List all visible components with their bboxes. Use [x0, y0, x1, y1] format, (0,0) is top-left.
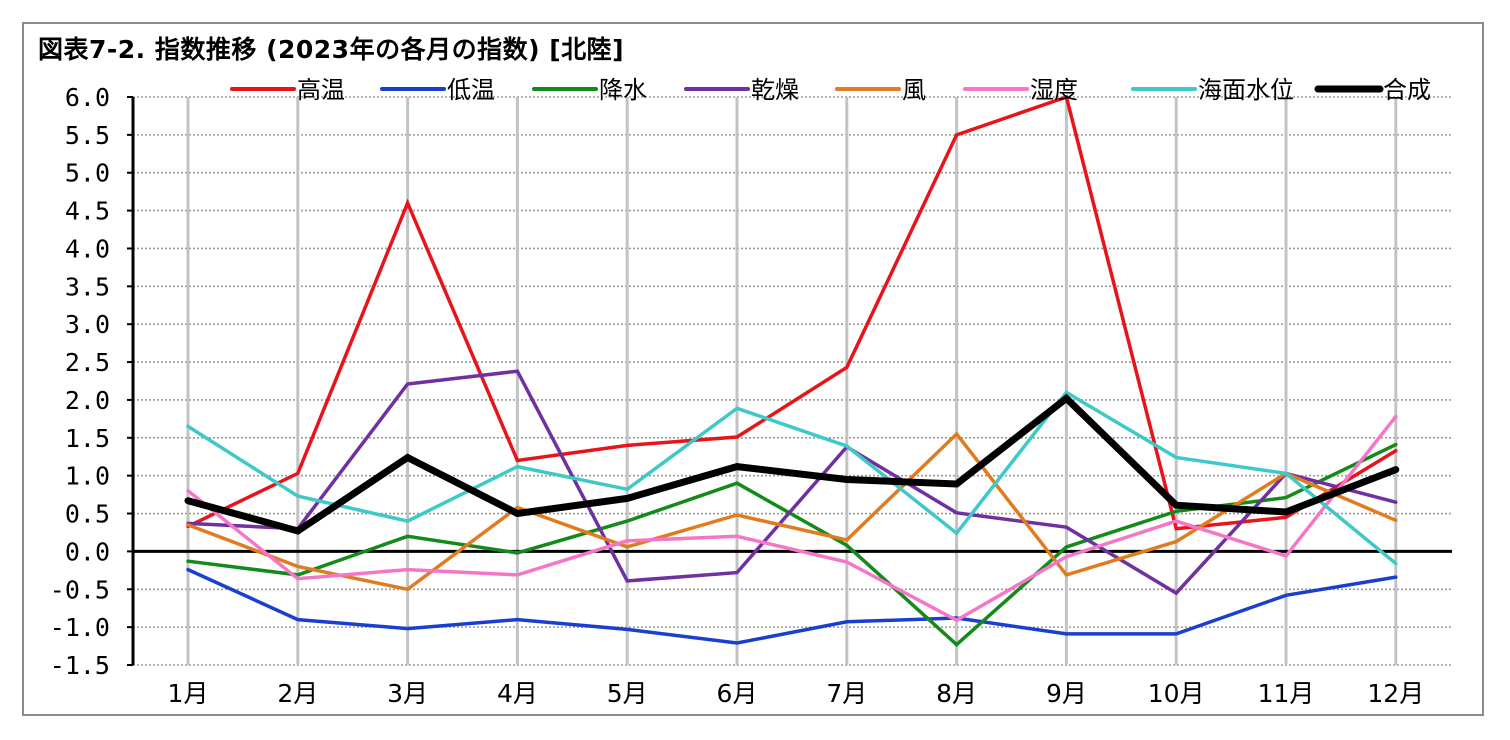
y-tick-label: -0.5: [50, 575, 110, 604]
y-tick-label: -1.5: [50, 651, 110, 680]
legend-label: 風: [902, 76, 926, 104]
legend-label: 低温: [447, 76, 495, 104]
legend-label: 乾燥: [751, 76, 799, 104]
x-tick-label: 4月: [497, 679, 538, 708]
x-tick-label: 6月: [717, 679, 758, 708]
y-tick-label: 0.0: [65, 537, 110, 566]
y-tick-label: 2.5: [65, 348, 110, 377]
x-tick-label: 5月: [607, 679, 648, 708]
y-tick-label: 5.0: [65, 159, 110, 188]
series-line-湿度: [186, 414, 1398, 623]
series-line-海面水位: [186, 390, 1398, 566]
y-tick-label: 2.0: [65, 386, 110, 415]
series-line-合成: [184, 393, 1400, 535]
legend-label: 高温: [297, 76, 345, 104]
series-line-風: [186, 431, 1398, 592]
y-tick-label: 3.0: [65, 310, 110, 339]
y-tick-label: -1.0: [50, 613, 110, 642]
y-tick-label: 0.5: [65, 500, 110, 529]
x-tick-label: 8月: [936, 679, 977, 708]
chart-frame: [22, 22, 1484, 716]
chart-title: 図表7-2. 指数推移 (2023年の各月の指数) [北陸]: [38, 35, 625, 64]
series-line-低温: [186, 567, 1398, 645]
x-tick-label: 7月: [826, 679, 867, 708]
x-tick-label: 9月: [1046, 679, 1087, 708]
y-tick-label: 3.5: [65, 272, 110, 301]
x-tick-label: 3月: [387, 679, 428, 708]
legend-label: 湿度: [1030, 76, 1078, 104]
y-tick-label: 1.0: [65, 462, 110, 491]
y-tick-label: 6.0: [65, 83, 110, 112]
series-line-乾燥: [186, 369, 1398, 596]
y-tick-label: 4.0: [65, 234, 110, 263]
x-tick-label: 10月: [1148, 679, 1205, 708]
legend-label: 海面水位: [1198, 76, 1294, 104]
y-tick-label: 1.5: [65, 424, 110, 453]
x-tick-label: 1月: [168, 679, 209, 708]
y-tick-label: 5.5: [65, 121, 110, 150]
x-tick-label: 2月: [277, 679, 318, 708]
legend-label: 降水: [599, 76, 647, 104]
y-tick-label: 4.5: [65, 197, 110, 226]
x-tick-label: 11月: [1258, 679, 1315, 708]
legend-label: 合成: [1383, 76, 1431, 104]
x-tick-label: 12月: [1367, 679, 1424, 708]
